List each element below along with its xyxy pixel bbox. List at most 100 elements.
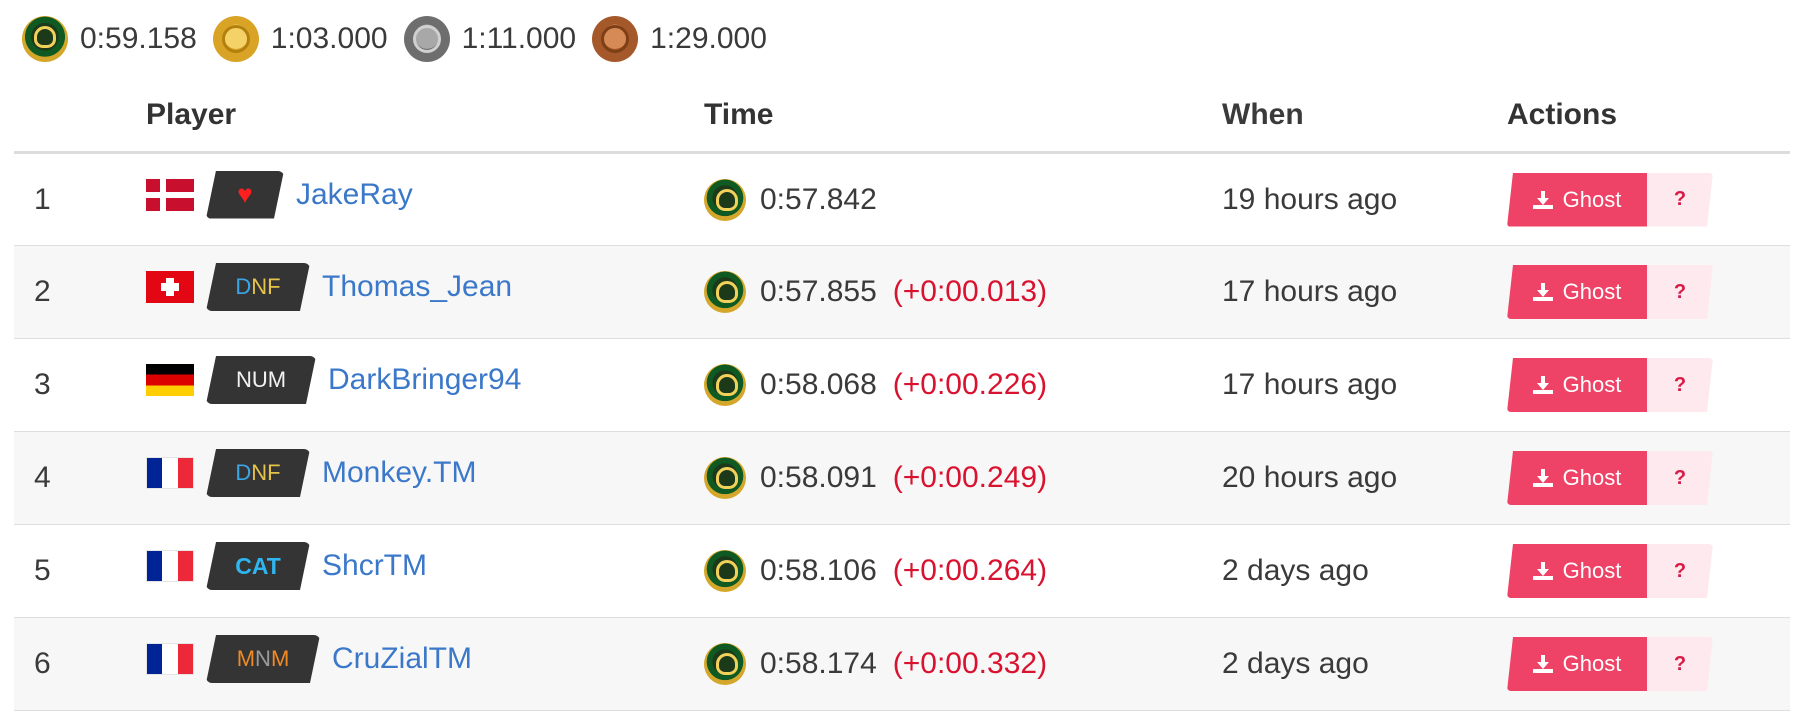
table-header-row: Player Time When Actions	[14, 78, 1790, 154]
ghost-button-label: Ghost	[1562, 186, 1622, 212]
time-diff: (+0:00.013)	[892, 275, 1048, 308]
when-cell: 2 days ago	[1222, 554, 1369, 587]
ghost-download-button[interactable]: Ghost	[1507, 544, 1647, 598]
player-link[interactable]: JakeRay	[296, 177, 413, 211]
club-tag: ♥	[206, 171, 284, 219]
gold-time: 1:03.000	[270, 22, 388, 55]
ghost-download-button[interactable]: Ghost	[1507, 172, 1647, 227]
author-medal-icon	[22, 16, 68, 62]
germany-flag-icon	[146, 364, 194, 396]
player-cell: CAT ShcrTM	[146, 525, 704, 618]
ghost-download-button[interactable]: Ghost	[1507, 451, 1647, 505]
actions-cell: Ghost ?	[1507, 618, 1790, 711]
rank-cell: 3	[34, 368, 51, 401]
time-diff: (+0:00.332)	[892, 647, 1048, 680]
author-medal-icon	[704, 457, 746, 499]
switzerland-flag-icon	[146, 271, 194, 303]
author-medal-icon	[704, 271, 746, 313]
ghost-button-label: Ghost	[1562, 279, 1622, 304]
rank-cell: 6	[34, 647, 51, 680]
silver-time: 1:11.000	[461, 22, 577, 55]
player-link[interactable]: Monkey.TM	[322, 456, 477, 489]
time-cell: 0:58.068 (+0:00.226)	[704, 339, 1222, 432]
time-diff: (+0:00.264)	[892, 554, 1048, 587]
ghost-button-label: Ghost	[1562, 465, 1622, 490]
when-cell: 2 days ago	[1222, 647, 1369, 680]
actions-cell: Ghost ?	[1507, 339, 1790, 432]
record-time: 0:58.091	[760, 461, 877, 494]
player-cell: NUM DarkBringer94	[146, 339, 704, 432]
player-link[interactable]: DarkBringer94	[328, 363, 522, 396]
time-cell: 0:58.091 (+0:00.249)	[704, 432, 1222, 525]
club-tag: NUM	[206, 356, 316, 404]
when-cell: 20 hours ago	[1222, 461, 1398, 494]
france-flag-icon	[146, 643, 194, 675]
author-medal-icon	[704, 178, 746, 221]
download-icon	[1532, 654, 1553, 674]
ghost-download-button[interactable]: Ghost	[1507, 265, 1647, 319]
record-time: 0:57.855	[760, 275, 877, 308]
time-cell: 0:57.842	[704, 153, 1222, 246]
rank-cell: 1	[34, 182, 51, 216]
table-row: 3 NUM DarkBringer94 0:58.068 (+0:00.226)…	[14, 339, 1790, 432]
club-tag: CAT	[206, 542, 310, 590]
help-button[interactable]: ?	[1647, 173, 1713, 227]
download-icon	[1532, 282, 1553, 302]
player-link[interactable]: CruZialTM	[332, 642, 472, 675]
help-button[interactable]: ?	[1647, 637, 1713, 691]
author-medal-icon	[704, 364, 746, 406]
table-row: 1 ♥ JakeRay 0:57.842 19 hours ago	[14, 153, 1790, 246]
gold-medal-icon	[212, 16, 259, 62]
bronze-medal-icon	[592, 16, 639, 62]
silver-medal-icon	[403, 16, 450, 62]
author-medal-icon	[704, 643, 746, 685]
when-cell: 17 hours ago	[1222, 368, 1398, 401]
when-header: When	[1222, 78, 1507, 154]
help-button[interactable]: ?	[1647, 265, 1713, 319]
time-cell: 0:58.174 (+0:00.332)	[704, 618, 1222, 711]
medal-times: 0:59.158 1:03.000 1:11.000 1:29.000	[22, 16, 783, 62]
download-icon	[1532, 190, 1553, 210]
actions-cell: Ghost ?	[1507, 432, 1790, 525]
when-cell: 17 hours ago	[1222, 275, 1398, 308]
france-flag-icon	[146, 550, 194, 582]
table-row: 5 CAT ShcrTM 0:58.106 (+0:00.264) 2 days…	[14, 525, 1790, 618]
time-diff: (+0:00.249)	[892, 461, 1048, 494]
denmark-flag-icon	[146, 178, 194, 211]
download-icon	[1532, 561, 1553, 581]
player-link[interactable]: ShcrTM	[322, 549, 427, 582]
record-time: 0:58.068	[760, 368, 877, 401]
download-icon	[1532, 375, 1553, 395]
player-link[interactable]: Thomas_Jean	[322, 270, 513, 303]
help-button[interactable]: ?	[1647, 358, 1713, 412]
time-header: Time	[704, 78, 1222, 154]
author-medal-icon	[704, 550, 746, 592]
download-icon	[1532, 468, 1553, 488]
leaderboard-table: Player Time When Actions 1 ♥ JakeRay 0:5…	[14, 78, 1790, 711]
help-button[interactable]: ?	[1647, 451, 1713, 505]
ghost-download-button[interactable]: Ghost	[1507, 358, 1647, 412]
ghost-download-button[interactable]: Ghost	[1507, 637, 1647, 691]
record-time: 0:58.106	[760, 554, 877, 587]
silver-medal-time: 1:11.000	[403, 16, 577, 62]
rank-cell: 2	[34, 275, 51, 308]
author-medal-time: 0:59.158	[22, 16, 197, 62]
ghost-button-label: Ghost	[1562, 372, 1622, 397]
rank-cell: 4	[34, 461, 51, 494]
author-time: 0:59.158	[80, 22, 197, 55]
time-cell: 0:57.855 (+0:00.013)	[704, 246, 1222, 339]
ghost-button-label: Ghost	[1562, 651, 1622, 676]
help-button[interactable]: ?	[1647, 544, 1713, 598]
bronze-medal-time: 1:29.000	[592, 16, 767, 62]
player-cell: ♥ JakeRay	[146, 153, 704, 246]
actions-cell: Ghost ?	[1507, 525, 1790, 618]
player-header: Player	[146, 78, 704, 154]
